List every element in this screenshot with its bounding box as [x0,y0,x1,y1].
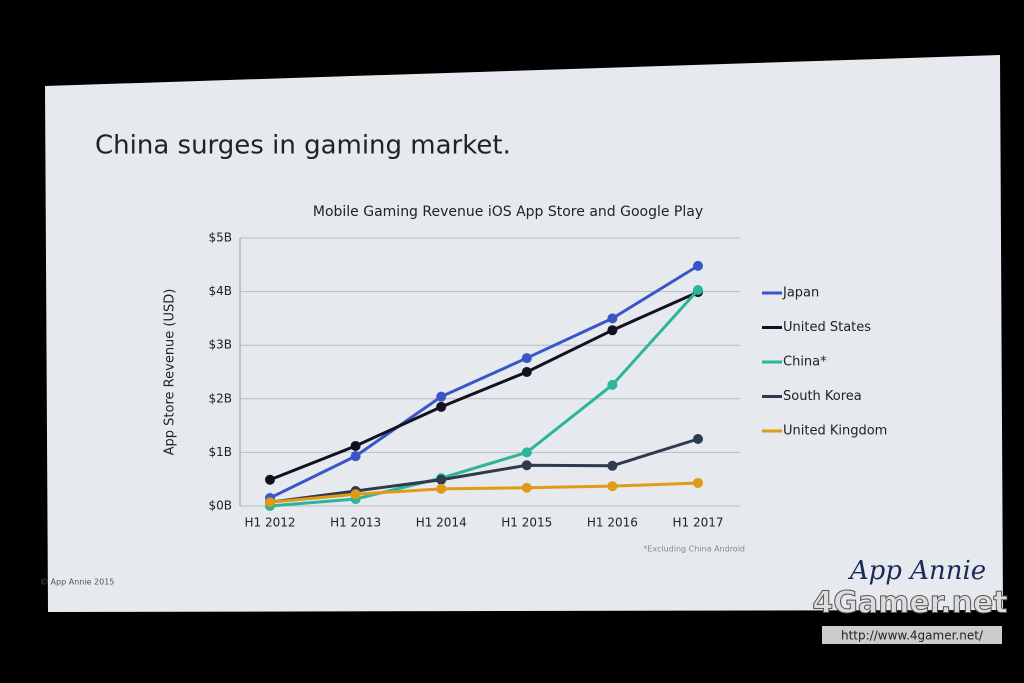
data-point [607,325,618,336]
series-line [269,264,699,500]
data-point [693,434,703,444]
x-tick-label: H1 2012 [244,516,295,530]
slide-title: China surges in gaming market. [95,131,511,161]
data-point [350,489,361,500]
data-point [693,260,703,271]
legend-label: China* [783,355,827,370]
data-point [265,497,275,508]
y-tick-label: $3B [208,338,232,352]
legend-label: South Korea [783,389,862,404]
data-point [607,481,618,492]
logo: App Annie [848,556,986,586]
x-tick-label: H1 2017 [672,516,723,530]
footnote: *Excluding China Android [643,545,745,554]
data-point [436,401,447,412]
x-tick-label: H1 2013 [330,516,381,530]
y-tick-label: $5B [208,231,232,245]
data-point [265,474,275,485]
y-tick-label: $0B [208,499,232,513]
chart-title: Mobile Gaming Revenue iOS App Store and … [313,204,703,220]
watermark-url-box [822,626,1002,644]
data-point [521,482,532,493]
data-point [607,313,618,324]
data-point [521,353,532,364]
data-point [693,284,703,295]
data-point [436,391,447,402]
watermark-brand: 4Gamer.net [812,586,1007,621]
x-tick-label: H1 2014 [416,516,467,530]
legend-label: United States [783,320,871,335]
data-point [436,483,447,494]
copyright: © App Annie 2015 [40,578,114,587]
series-line [269,290,699,482]
data-point [521,447,532,458]
data-point [436,474,447,485]
data-point [350,451,361,462]
data-point [607,460,618,471]
watermark-url: http://www.4gamer.net/ [841,629,984,643]
data-point [607,379,618,390]
data-point [693,477,703,488]
data-point [521,460,532,471]
legend-label: United Kingdom [783,424,887,439]
data-point [350,440,361,451]
data-point [521,367,532,377]
y-axis-label: App Store Revenue (USD) [163,289,178,456]
y-tick-label: $4B [208,284,232,298]
x-tick-label: H1 2015 [501,516,552,530]
x-tick-label: H1 2016 [587,516,638,530]
series-line [269,288,700,508]
y-tick-label: $2B [208,391,232,405]
legend-label: Japan [782,286,819,301]
y-tick-label: $1B [208,445,232,459]
series-line [269,437,699,504]
series-line [269,481,699,504]
